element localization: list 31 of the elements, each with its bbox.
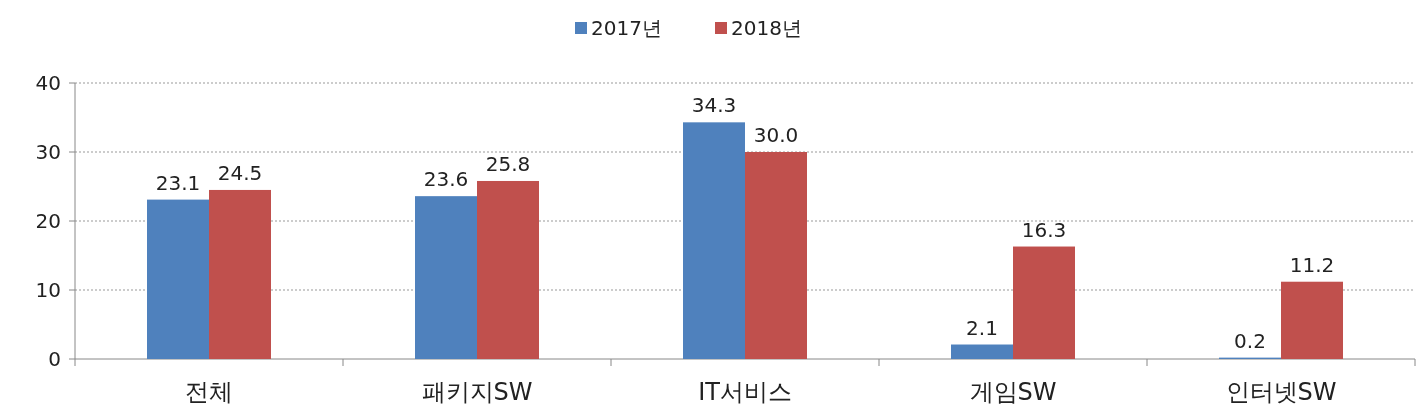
data-label: 0.2 <box>1234 328 1266 353</box>
bar <box>745 152 807 359</box>
data-label: 23.1 <box>155 170 201 195</box>
data-label: 23.6 <box>423 167 469 192</box>
data-label: 16.3 <box>1021 217 1067 242</box>
data-label: 25.8 <box>485 151 531 176</box>
bar <box>209 189 271 359</box>
x-tick-label: 패키지SW <box>421 378 533 406</box>
legend-label: 2018년 <box>731 16 802 40</box>
bar <box>683 122 745 359</box>
bar <box>951 344 1013 359</box>
data-label: 34.3 <box>691 93 737 118</box>
x-tick-label: 전체 <box>185 378 233 406</box>
bar <box>415 196 477 359</box>
y-tick-label: 40 <box>35 71 61 95</box>
bar <box>477 180 539 359</box>
x-tick-label: 인터넷SW <box>1225 378 1337 406</box>
legend-label: 2017년 <box>591 16 662 40</box>
bar <box>1013 246 1075 359</box>
data-label: 11.2 <box>1289 252 1335 277</box>
bar <box>147 199 209 359</box>
data-label: 24.5 <box>217 160 263 185</box>
y-tick-label: 10 <box>35 278 61 302</box>
y-tick-label: 20 <box>35 209 61 233</box>
y-tick-label: 0 <box>48 347 61 371</box>
y-tick-label: 30 <box>35 140 61 164</box>
x-tick-label: IT서비스 <box>698 378 792 406</box>
data-label: 2.1 <box>966 315 998 340</box>
data-label: 30.0 <box>753 123 799 147</box>
bar <box>1281 281 1343 359</box>
x-tick-label: 게임SW <box>969 378 1057 406</box>
